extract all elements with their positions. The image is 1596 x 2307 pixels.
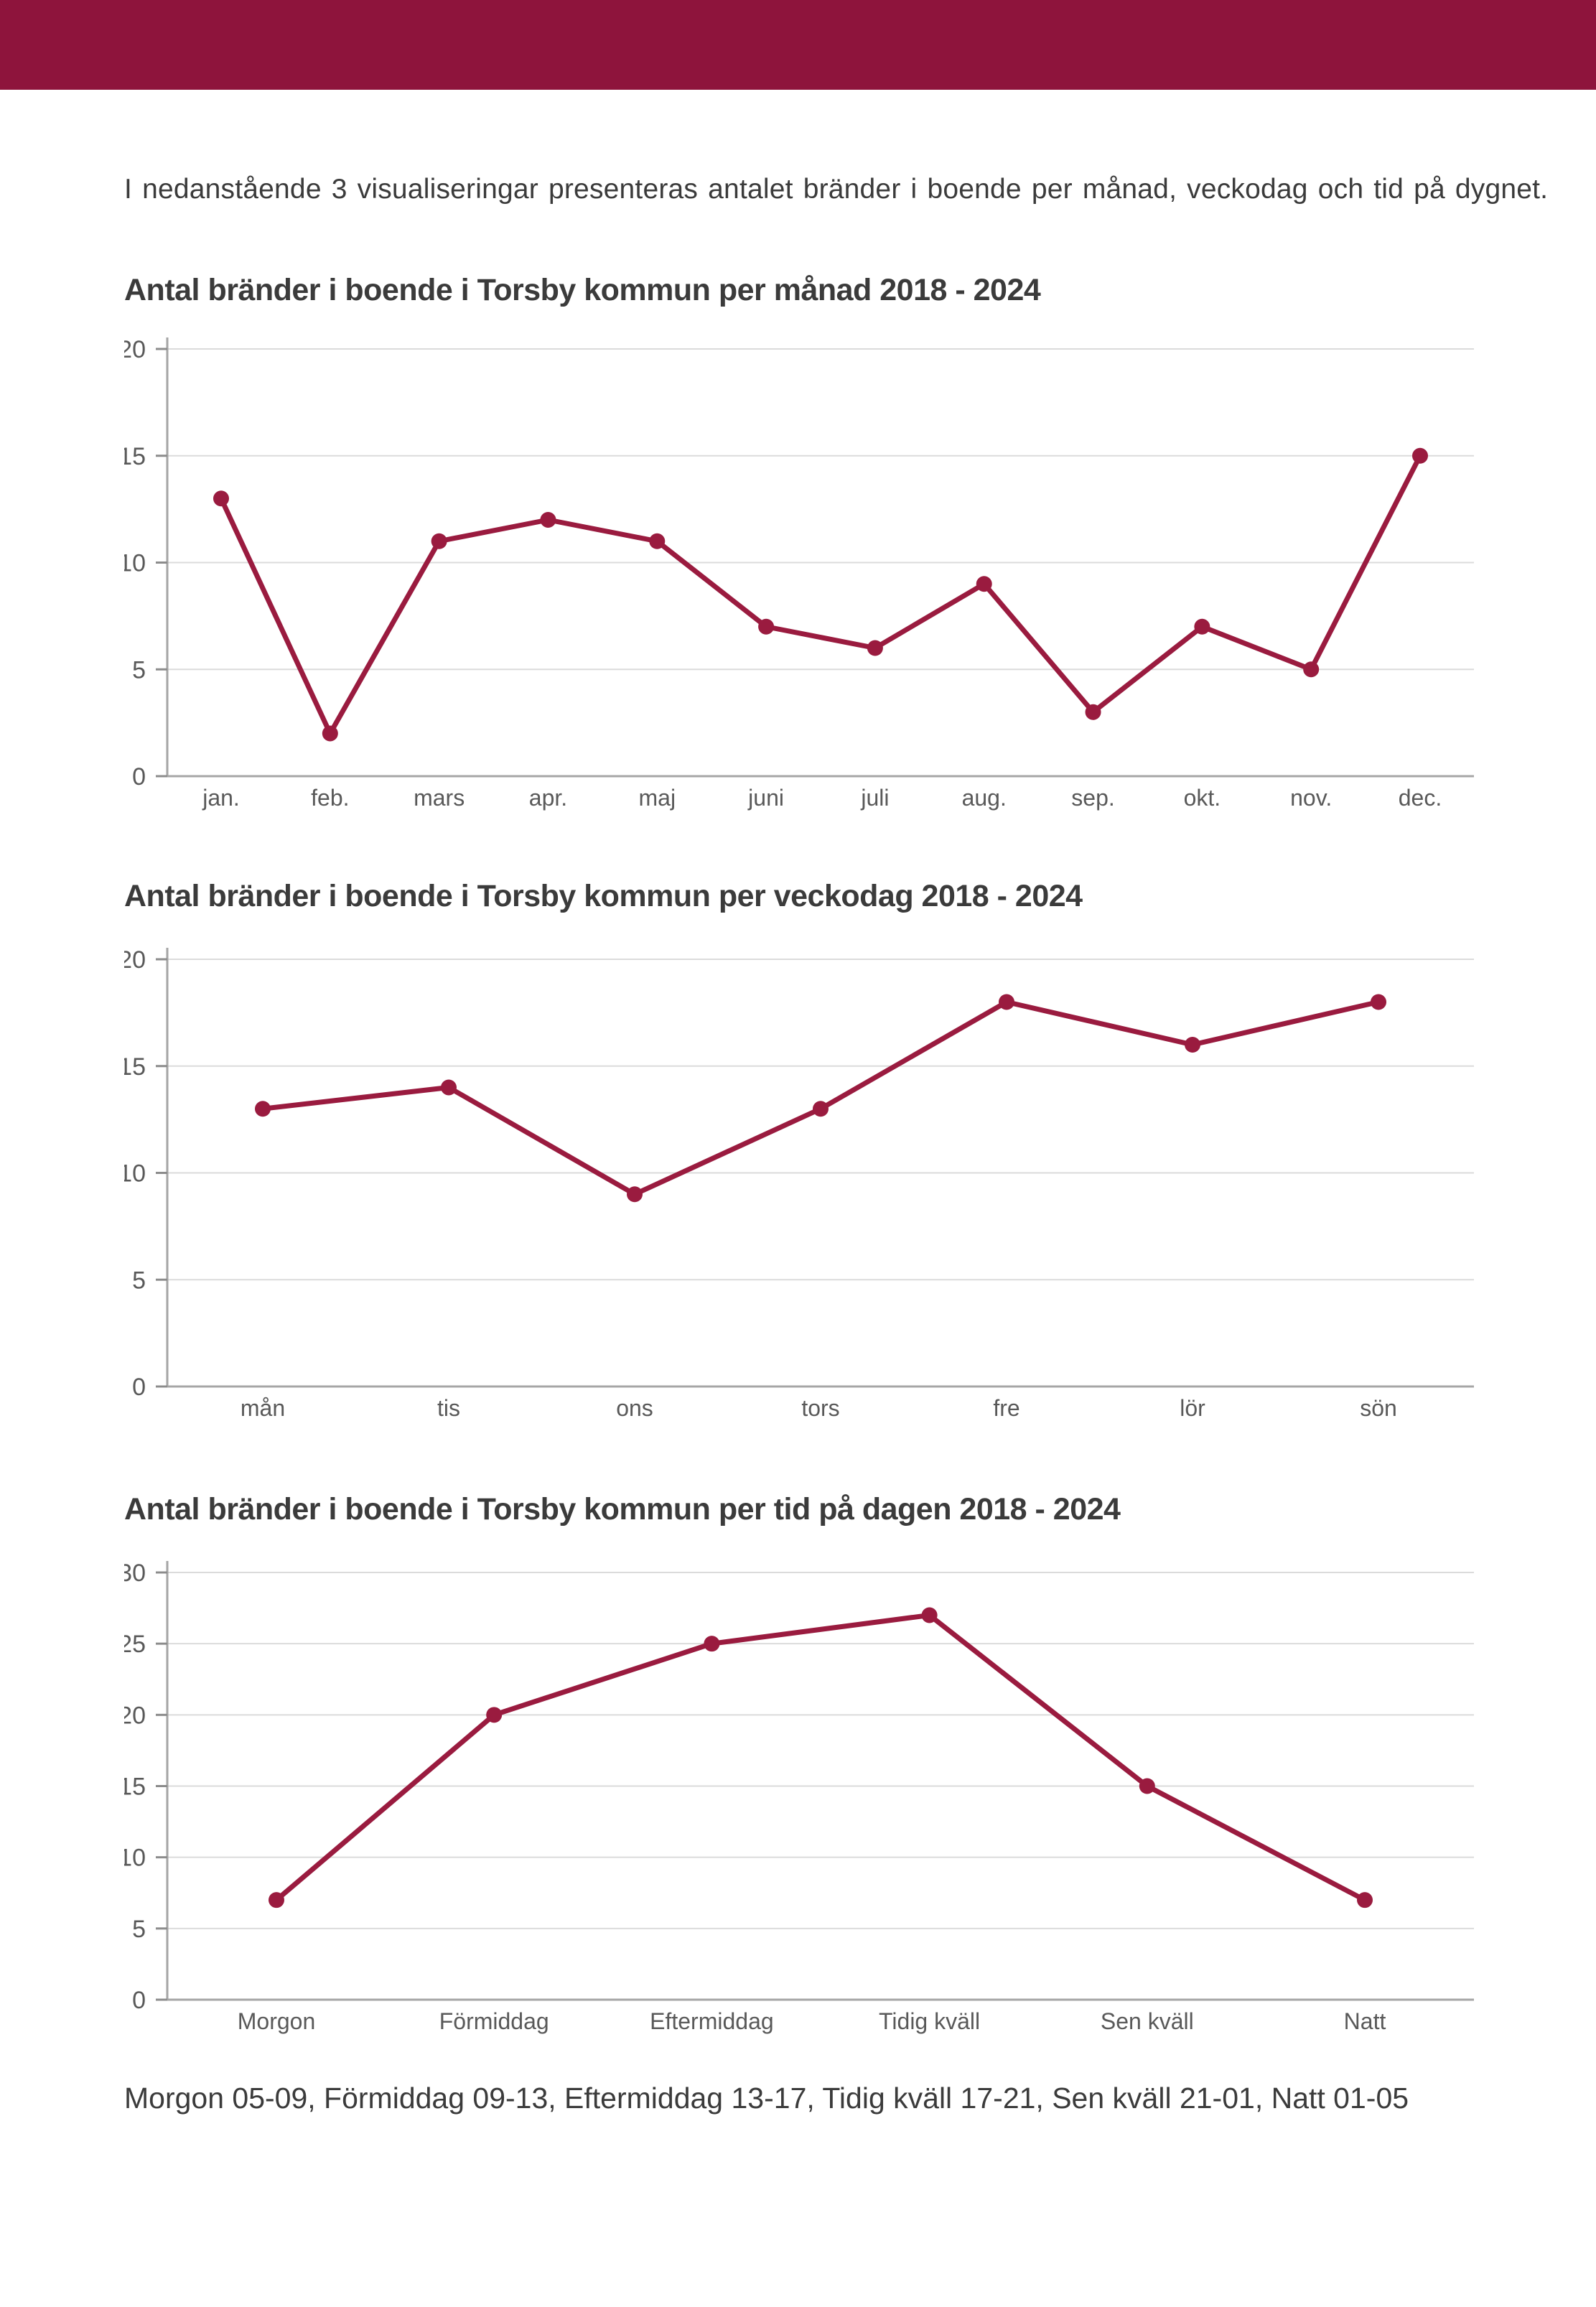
y-tick-label: 0 xyxy=(132,763,146,791)
data-point xyxy=(813,1101,829,1117)
data-point xyxy=(431,533,447,549)
data-point xyxy=(627,1186,643,1203)
x-tick-label: Natt xyxy=(1344,2008,1386,2034)
y-tick-label: 0 xyxy=(132,1987,146,2014)
data-point xyxy=(441,1079,457,1096)
weekday-fires-line-chart: 0 5 10 15 20 mån tis ons tors fre lör sön xyxy=(124,946,1474,1421)
y-tick-label: 10 xyxy=(124,550,146,577)
x-tick-label: feb. xyxy=(311,785,349,811)
y-tick-label: 10 xyxy=(124,1845,146,1872)
x-tick-label: Sen kväll xyxy=(1101,2008,1194,2034)
data-point xyxy=(649,533,666,549)
data-point xyxy=(1194,618,1210,635)
data-point xyxy=(486,1707,503,1723)
data-point xyxy=(704,1636,720,1652)
y-tick-label: 25 xyxy=(124,1631,146,1658)
x-tick-label: maj xyxy=(638,785,676,811)
data-point xyxy=(1085,704,1101,720)
y-tick-label: 5 xyxy=(132,1267,146,1294)
data-point xyxy=(213,490,229,507)
data-point xyxy=(1371,994,1386,1010)
intro-text: I nedanstående 3 visualiseringar present… xyxy=(124,174,1549,205)
data-point xyxy=(322,725,338,742)
x-tick-label: Morgon xyxy=(238,2008,316,2034)
data-point xyxy=(999,994,1014,1010)
data-point xyxy=(1357,1892,1373,1908)
y-tick-label: 20 xyxy=(124,946,146,974)
x-tick-label: juli xyxy=(860,785,889,811)
data-point xyxy=(1412,447,1428,464)
y-tick-label: 15 xyxy=(124,443,146,470)
data-point xyxy=(976,576,992,592)
x-tick-label: okt. xyxy=(1184,785,1221,811)
y-tick-label: 0 xyxy=(132,1374,146,1401)
data-point xyxy=(1185,1037,1200,1053)
data-line xyxy=(218,453,1423,736)
y-tick-label: 10 xyxy=(124,1160,146,1188)
x-tick-label: tors xyxy=(801,1395,839,1421)
data-point xyxy=(540,512,556,528)
y-tick-label: 30 xyxy=(124,1560,146,1587)
x-tick-label: fre xyxy=(993,1395,1019,1421)
data-point xyxy=(269,1892,284,1908)
y-tick-label: 5 xyxy=(132,1916,146,1943)
x-tick-label: ons xyxy=(616,1395,653,1421)
x-tick-label: mån xyxy=(241,1395,285,1421)
x-tick-label: nov. xyxy=(1290,785,1332,811)
data-point xyxy=(255,1101,271,1117)
x-tick-label: juni xyxy=(747,785,784,811)
x-tick-label: apr. xyxy=(529,785,567,811)
y-tick-label: 15 xyxy=(124,1053,146,1081)
x-tick-label: sep. xyxy=(1071,785,1114,811)
time-of-day-fires-line-chart: 0 5 10 15 20 25 30 Morgon Förmiddag Eftermiddag Ti… xyxy=(124,1560,1474,2034)
x-tick-label: Tidig kväll xyxy=(879,2008,980,2034)
y-tick-label: 5 xyxy=(132,656,146,684)
x-tick-label: dec. xyxy=(1399,785,1442,811)
x-tick-label: sön xyxy=(1360,1395,1397,1421)
monthly-fires-line-chart: 0 5 10 15 20 jan. feb. mars apr. maj juni juli aug. s… xyxy=(124,336,1474,811)
monthly-chart-title: Antal bränder i boende i Torsby kommun p… xyxy=(124,272,1041,307)
x-tick-label: jan. xyxy=(202,785,240,811)
x-tick-label: Förmiddag xyxy=(439,2008,549,2034)
data-point xyxy=(1139,1778,1155,1794)
data-point xyxy=(758,618,775,635)
time-ranges-footnote: Morgon 05-09, Förmiddag 09-13, Eftermidd… xyxy=(124,2082,1409,2115)
data-point xyxy=(867,640,883,656)
data-point xyxy=(921,1607,938,1623)
weekday-chart-title: Antal bränder i boende i Torsby kommun p… xyxy=(124,878,1083,913)
x-tick-label: Eftermiddag xyxy=(650,2008,774,2034)
y-tick-label: 15 xyxy=(124,1774,146,1801)
x-tick-label: aug. xyxy=(962,785,1007,811)
header-bar xyxy=(0,0,1596,90)
data-point xyxy=(1303,661,1320,678)
x-tick-label: tis xyxy=(437,1395,460,1421)
x-tick-label: mars xyxy=(414,785,465,811)
x-tick-label: lör xyxy=(1180,1395,1205,1421)
y-tick-label: 20 xyxy=(124,336,146,363)
time-of-day-chart-title: Antal bränder i boende i Torsby kommun p… xyxy=(124,1491,1121,1527)
y-tick-label: 20 xyxy=(124,1702,146,1729)
data-line xyxy=(274,1613,1368,1903)
data-line xyxy=(260,999,1381,1197)
